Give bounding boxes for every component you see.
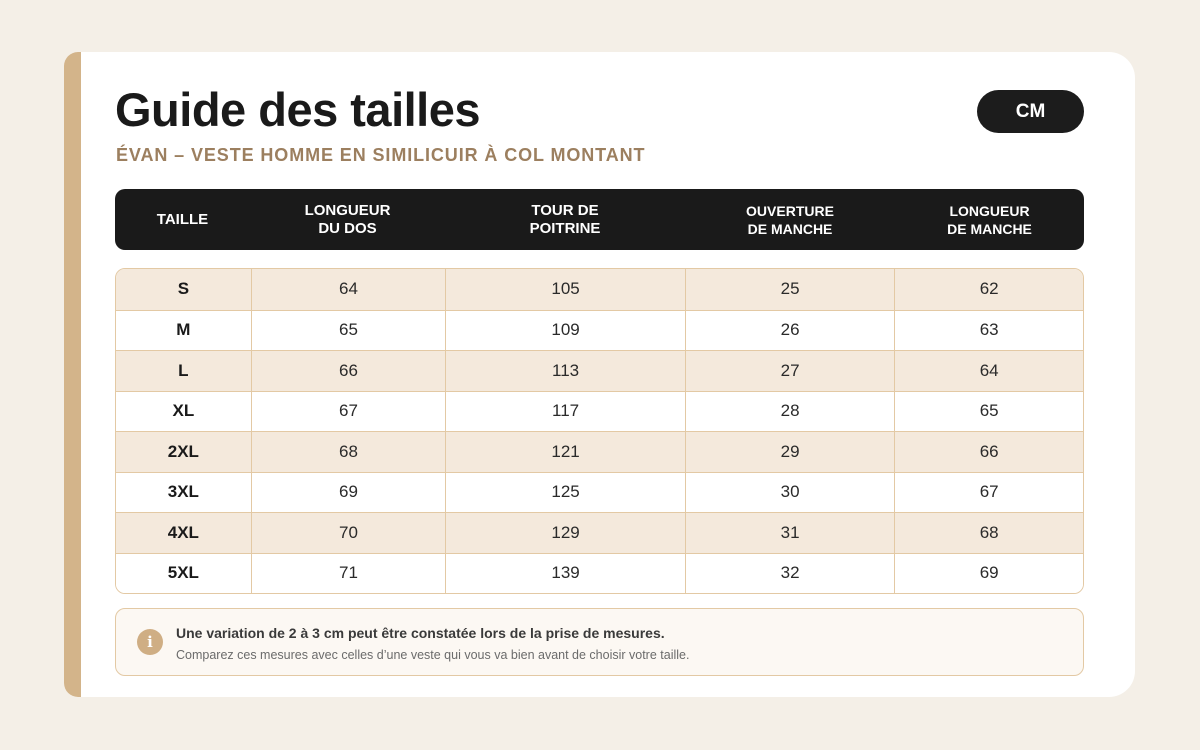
column-header-label-line1: TOUR DE <box>531 201 599 219</box>
tour-poitrine-cell: 125 <box>445 472 685 512</box>
longueur-dos-cell: 70 <box>250 513 446 553</box>
table-row: S 64 105 25 62 <box>116 269 1083 310</box>
tour-poitrine-cell: 117 <box>445 391 685 431</box>
column-header-label-line2: DE MANCHE <box>947 220 1032 237</box>
note-main-text: Une variation de 2 à 3 cm peut être cons… <box>176 625 665 641</box>
longueur-manche-cell: 62 <box>894 269 1083 310</box>
longueur-dos-cell: 68 <box>250 432 446 472</box>
ouverture-manche-cell: 28 <box>684 391 895 431</box>
ouverture-manche-cell: 26 <box>684 310 895 350</box>
size-guide-card: Guide des tailles ÉVAN – VESTE HOMME EN … <box>64 52 1135 697</box>
tour-poitrine-cell: 109 <box>445 310 685 350</box>
column-header-label-line1: LONGUEUR <box>304 201 391 219</box>
info-icon: i <box>137 629 163 655</box>
table-header: TAILLE LONGUEUR DU DOS TOUR DE POITRINE … <box>115 189 1084 250</box>
longueur-dos-cell: 69 <box>250 472 446 512</box>
tour-poitrine-cell: 105 <box>445 269 685 310</box>
column-header-ouverture-manche: OUVERTURE DE MANCHE <box>685 189 895 250</box>
size-cell: S <box>177 279 190 299</box>
column-header-label-line1: LONGUEUR <box>949 202 1030 219</box>
longueur-dos-cell: 64 <box>250 269 446 310</box>
table-row: 3XL 69 125 30 67 <box>116 471 1083 512</box>
table-row: 2XL 68 121 29 66 <box>116 431 1083 472</box>
longueur-manche-cell: 63 <box>894 310 1083 350</box>
table-row: L 66 113 27 64 <box>116 350 1083 391</box>
column-header-label-line2: DU DOS <box>318 219 377 237</box>
tour-poitrine-cell: 139 <box>445 553 685 593</box>
longueur-dos-cell: 71 <box>250 553 446 593</box>
column-header-longueur-dos: LONGUEUR DU DOS <box>250 189 445 250</box>
longueur-manche-cell: 67 <box>894 472 1083 512</box>
column-header-longueur-manche: LONGUEUR DE MANCHE <box>895 189 1084 250</box>
ouverture-manche-cell: 30 <box>684 472 895 512</box>
product-subtitle: ÉVAN – VESTE HOMME EN SIMILICUIR À COL M… <box>116 145 646 165</box>
ouverture-manche-cell: 31 <box>684 513 895 553</box>
note-sub-text: Comparez ces mesures avec celles d’une v… <box>176 648 690 662</box>
size-cell: 4XL <box>167 522 199 542</box>
longueur-manche-cell: 64 <box>894 351 1083 391</box>
column-header-label-line1: OUVERTURE <box>746 202 834 219</box>
table-row: XL 67 117 28 65 <box>116 390 1083 431</box>
table-row: 4XL 70 129 31 68 <box>116 512 1083 553</box>
size-cell: 2XL <box>167 441 199 461</box>
longueur-manche-cell: 69 <box>894 553 1083 593</box>
column-header-label-line2: DE MANCHE <box>747 220 833 237</box>
longueur-manche-cell: 68 <box>894 513 1083 553</box>
accent-bar <box>64 52 81 697</box>
tour-poitrine-cell: 113 <box>445 351 685 391</box>
longueur-manche-cell: 66 <box>894 432 1083 472</box>
size-cell: 3XL <box>167 482 199 502</box>
table-row: 5XL 71 139 32 69 <box>116 552 1083 593</box>
column-header-label: TAILLE <box>156 210 209 228</box>
tour-poitrine-cell: 121 <box>445 432 685 472</box>
size-cell: M <box>176 320 191 340</box>
tour-poitrine-cell: 129 <box>445 513 685 553</box>
longueur-dos-cell: 67 <box>250 391 446 431</box>
column-header-tour-poitrine: TOUR DE POITRINE <box>445 189 685 250</box>
ouverture-manche-cell: 25 <box>684 269 895 310</box>
column-header-label-line2: POITRINE <box>529 219 601 237</box>
size-cell: 5XL <box>167 563 199 583</box>
unit-toggle-button[interactable]: CM <box>977 90 1084 133</box>
size-cell: XL <box>172 401 195 421</box>
table-row: M 65 109 26 63 <box>116 309 1083 350</box>
ouverture-manche-cell: 32 <box>684 553 895 593</box>
longueur-dos-cell: 65 <box>250 310 446 350</box>
column-header-taille: TAILLE <box>115 189 250 250</box>
ouverture-manche-cell: 27 <box>684 351 895 391</box>
page-title: Guide des tailles <box>115 83 481 136</box>
size-cell: L <box>178 360 189 380</box>
longueur-manche-cell: 65 <box>894 391 1083 431</box>
longueur-dos-cell: 66 <box>250 351 446 391</box>
ouverture-manche-cell: 29 <box>684 432 895 472</box>
measurement-note: i Une variation de 2 à 3 cm peut être co… <box>115 608 1084 676</box>
size-table-body: S 64 105 25 62 M 65 109 26 63 L 66 113 2… <box>115 268 1084 594</box>
